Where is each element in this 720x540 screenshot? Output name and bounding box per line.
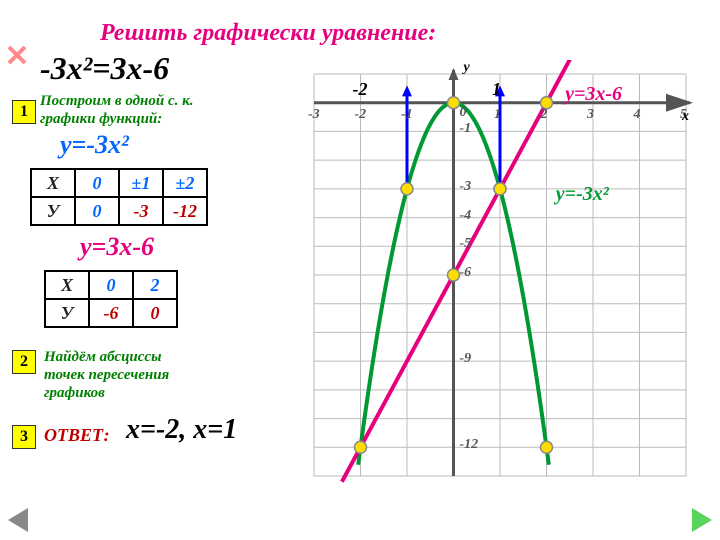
x-tick: -2 — [355, 107, 367, 123]
x-tick: 3 — [587, 107, 594, 123]
step-3-badge: 3 — [12, 425, 36, 449]
t1-xhead: Х — [31, 169, 75, 197]
solution-label: -2 — [353, 79, 368, 100]
x-tick: 4 — [634, 107, 641, 123]
t1-y0: 0 — [75, 197, 119, 225]
x-tick: 1 — [494, 107, 501, 123]
t2-x1: 2 — [133, 271, 177, 299]
t1-x2: ±2 — [163, 169, 207, 197]
close-icon[interactable] — [6, 44, 28, 66]
x-axis-label: x — [682, 109, 689, 125]
table-func2: Х 0 2 У -6 0 — [44, 270, 178, 328]
y-tick: -9 — [460, 351, 472, 367]
t2-y0: -6 — [89, 299, 133, 327]
t1-y2: -12 — [163, 197, 207, 225]
solution-label: 1 — [492, 79, 501, 100]
t2-xhead: Х — [45, 271, 89, 299]
y-tick: -3 — [460, 179, 472, 195]
t2-x0: 0 — [89, 271, 133, 299]
y-axis-label: y — [464, 60, 470, 76]
t1-y1: -3 — [119, 197, 163, 225]
step-1-text: Построим в одной с. к. графики функций: — [40, 92, 194, 128]
x-tick: 2 — [541, 107, 548, 123]
func1-label: y=-3x² — [60, 130, 129, 160]
parabola-label: y=-3x² — [556, 183, 609, 206]
x-tick: -3 — [308, 107, 320, 123]
line-label: y=3x-6 — [565, 83, 622, 106]
y-tick: -5 — [460, 236, 472, 252]
next-arrow-icon[interactable] — [692, 508, 712, 532]
y-tick: -12 — [460, 437, 479, 453]
x-tick: -1 — [401, 107, 413, 123]
func2-label: y=3x-6 — [80, 232, 154, 262]
t1-x1: ±1 — [119, 169, 163, 197]
page-title: Решить графически уравнение: — [100, 20, 436, 47]
graph-svg — [300, 60, 700, 490]
main-equation: -3x²=3x-6 — [40, 50, 169, 87]
answer-text: x=-2, x=1 — [126, 414, 237, 446]
t1-yhead: У — [31, 197, 75, 225]
graph-area: -3-2-112345-1-3-4-5-6-9-120xyy=-3x²y=3x-… — [300, 60, 700, 490]
table-func1: Х 0 ±1 ±2 У 0 -3 -12 — [30, 168, 208, 226]
y-tick: -1 — [460, 121, 472, 137]
y-tick: -6 — [460, 265, 472, 281]
origin-label: 0 — [460, 105, 467, 121]
t1-x0: 0 — [75, 169, 119, 197]
t2-yhead: У — [45, 299, 89, 327]
step-1-badge: 1 — [12, 100, 36, 124]
answer-label: ОТВЕТ: — [44, 425, 110, 447]
prev-arrow-icon[interactable] — [8, 508, 28, 532]
y-tick: -4 — [460, 208, 472, 224]
step-2-text: Найдём абсциссы точек пересечения график… — [44, 348, 169, 402]
t2-y1: 0 — [133, 299, 177, 327]
step-2-badge: 2 — [12, 350, 36, 374]
